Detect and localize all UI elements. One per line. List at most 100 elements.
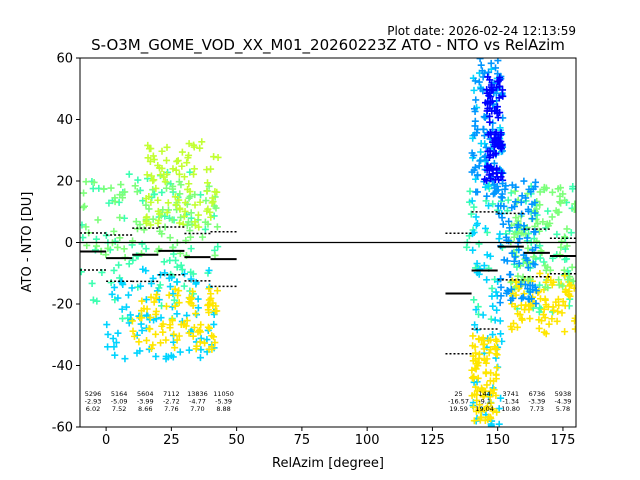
bin-stat-mean: -3.39	[528, 398, 545, 406]
scatter-point	[550, 306, 558, 314]
scatter-point	[178, 162, 186, 170]
scatter-point	[180, 320, 188, 328]
scatter-point	[494, 77, 502, 85]
scatter-point	[488, 284, 496, 292]
scatter-point	[513, 323, 521, 331]
scatter-point	[185, 151, 193, 159]
scatter-point	[532, 244, 540, 252]
scatter-point	[152, 330, 160, 338]
scatter-point	[489, 190, 497, 198]
scatter-point	[213, 287, 221, 295]
scatter-point	[508, 249, 516, 257]
scatter-point	[567, 229, 575, 237]
scatter-point	[472, 213, 480, 221]
scatter-point	[116, 191, 124, 199]
scatter-point	[486, 147, 494, 155]
scatter-point	[490, 386, 498, 394]
bin-stat-std: 7.73	[530, 405, 544, 413]
scatter-point	[518, 315, 526, 323]
scatter-point	[174, 291, 182, 299]
scatter-point	[493, 166, 501, 174]
scatter-point	[196, 338, 204, 346]
scatter-point	[470, 86, 478, 94]
scatter-point	[560, 266, 568, 274]
scatter-point	[110, 227, 118, 235]
scatter-point	[528, 215, 536, 223]
scatter-point	[473, 260, 481, 268]
scatter-point	[472, 188, 480, 196]
bin-stat-mean: -3.99	[137, 398, 154, 406]
scatter-point	[147, 172, 155, 180]
scatter-point	[501, 185, 509, 193]
scatter-point	[137, 307, 145, 315]
scatter-point	[484, 182, 492, 190]
scatter-point	[499, 180, 507, 188]
scatter-point	[190, 165, 198, 173]
bin-stat-n: 7112	[163, 390, 180, 398]
scatter-point	[145, 205, 153, 213]
scatter-point	[149, 152, 157, 160]
scatter-point	[547, 276, 555, 284]
scatter-point	[482, 370, 490, 378]
scatter-point	[491, 149, 499, 157]
scatter-point	[522, 194, 530, 202]
scatter-point	[571, 205, 576, 213]
scatter-point	[189, 332, 197, 340]
scatter-point	[204, 323, 212, 331]
scatter-point	[180, 282, 188, 290]
scatter-point	[480, 262, 488, 270]
scatter-point	[491, 189, 499, 197]
scatter-point	[535, 324, 543, 332]
scatter-point	[473, 326, 481, 334]
scatter-point	[180, 173, 188, 181]
bin-stat-std: 19.59	[449, 405, 468, 413]
scatter-point	[470, 417, 478, 425]
scatter-point	[89, 296, 97, 304]
scatter-point	[202, 197, 210, 205]
bin-stat-mean: -2.93	[85, 398, 102, 406]
scatter-point	[526, 315, 534, 323]
scatter-point	[511, 253, 519, 261]
scatter-point	[496, 230, 504, 238]
scatter-point	[473, 391, 481, 399]
scatter-point	[483, 381, 491, 389]
scatter-point	[157, 339, 165, 347]
x-tick-label: 75	[294, 433, 311, 448]
scatter-point	[171, 193, 179, 201]
scatter-point	[477, 336, 485, 344]
scatter-point	[494, 114, 502, 122]
scatter-point	[137, 320, 145, 328]
scatter-point	[489, 302, 497, 310]
scatter-point	[483, 276, 491, 284]
scatter-point	[525, 207, 533, 215]
scatter-point	[152, 310, 160, 318]
scatter-point	[125, 170, 133, 178]
scatter-point	[138, 297, 146, 305]
y-tick-label: -20	[52, 298, 73, 313]
scatter-point	[470, 296, 478, 304]
scatter-point	[155, 216, 163, 224]
scatter-point	[163, 208, 171, 216]
scatter-point	[147, 345, 155, 353]
scatter-point	[204, 220, 212, 228]
scatter-point	[212, 204, 220, 212]
scatter-point	[192, 310, 200, 318]
scatter-point	[171, 344, 179, 352]
scatter-point	[505, 217, 513, 225]
scatter-point	[149, 177, 157, 185]
scatter-point	[187, 233, 195, 241]
scatter-point	[496, 317, 504, 325]
scatter-point	[213, 307, 221, 315]
scatter-point	[178, 266, 186, 274]
scatter-point	[493, 182, 501, 190]
scatter-point	[485, 171, 493, 179]
scatter-point	[507, 323, 515, 331]
scatter-point	[484, 73, 492, 81]
scatter-point	[88, 279, 96, 287]
scatter-point	[120, 245, 128, 253]
bin-stat-std: 10.80	[501, 405, 520, 413]
scatter-point	[525, 185, 533, 193]
scatter-point	[129, 237, 137, 245]
scatter-point	[163, 156, 171, 164]
scatter-point	[516, 235, 524, 243]
